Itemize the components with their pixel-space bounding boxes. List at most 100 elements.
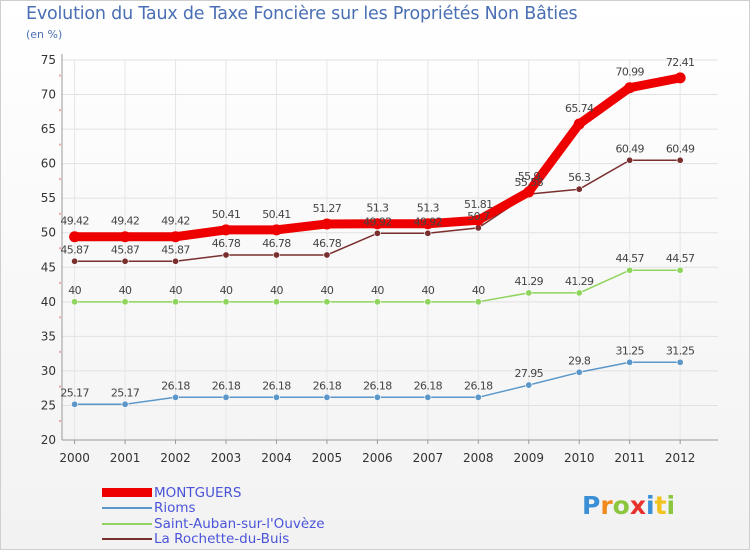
data-point-rioms-2005 [323,393,331,401]
data-point-rioms-2004 [272,393,280,401]
axis-layer: 20 25 30 35 40 45 50 55 60 65 70 75 2000 2001 2002 2003… [41,53,718,465]
data-label-saint-auban-2012: 44.57 [666,252,695,265]
data-label-montguers-2010: 65.74 [565,102,594,115]
data-label-saint-auban-2000: 40 [68,284,81,297]
x-tick-label-2008: 2008 [463,451,494,465]
data-point-montguers-2009 [523,186,535,198]
x-tick-label-2007: 2007 [413,451,444,465]
data-label-la-rochette-2002: 45.87 [161,243,190,256]
data-label-la-rochette-2000: 45.87 [60,243,89,256]
data-label-saint-auban-2010: 41.29 [565,275,594,288]
x-tick-label-2011: 2011 [614,451,645,465]
proxiti-logo: Proxiti [582,491,675,520]
data-point-la-rochette-2007 [424,229,432,237]
x-tick-label-2002: 2002 [160,451,191,465]
data-label-rioms-2007: 26.18 [414,379,443,392]
data-label-montguers-2006: 51.3 [366,202,389,215]
data-point-saint-auban-2009 [525,289,533,297]
data-point-saint-auban-2000 [71,298,79,306]
chart-subtitle: (en %) [26,28,63,41]
data-label-rioms-2010: 29.8 [568,354,591,367]
data-label-saint-auban-2006: 40 [371,284,384,297]
series-layer [69,72,686,408]
data-label-rioms-2009: 27.95 [515,367,544,380]
data-point-saint-auban-2001 [121,298,129,306]
y-tick-label-25: 25 [41,398,56,412]
data-label-la-rochette-2008: 50.7 [467,210,490,223]
data-point-saint-auban-2005 [323,298,331,306]
data-label-saint-auban-2004: 40 [270,284,283,297]
data-point-rioms-2008 [474,393,482,401]
data-label-saint-auban-2002: 40 [169,284,182,297]
data-label-saint-auban-2003: 40 [220,284,233,297]
data-label-montguers-2005: 51.27 [313,202,342,215]
data-label-montguers-2008: 51.81 [464,198,493,211]
legend-swatch-saint-auban [102,522,152,525]
legend-swatch-la-rochette [102,538,152,541]
y-tick-label-55: 55 [41,191,56,205]
legend-label-rioms: Rioms [154,500,196,517]
y-tick-label-30: 30 [41,364,56,378]
data-label-layer: 25.17 25.17 26.18 26.18 26.18 26.18 26.18 26.18… [60,56,695,399]
data-label-la-rochette-2011: 60.49 [615,142,644,155]
x-tick-label-2012: 2012 [665,451,696,465]
legend-swatch-montguers [102,488,152,498]
legend-item-la-rochette[interactable]: La Rochette-du-Buis [102,531,325,547]
data-label-montguers-2012: 72.41 [666,56,695,69]
data-point-saint-auban-2002 [172,298,180,306]
data-label-rioms-2008: 26.18 [464,379,493,392]
data-point-rioms-2000 [71,400,79,408]
data-point-saint-auban-2006 [373,298,381,306]
logo-letter: P [582,491,601,520]
data-point-la-rochette-2002 [172,257,180,265]
data-point-la-rochette-2003 [222,251,230,259]
data-point-saint-auban-2011 [626,266,634,274]
data-point-la-rochette-2011 [626,156,634,164]
data-point-la-rochette-2010 [575,185,583,193]
data-label-saint-auban-2005: 40 [321,284,334,297]
logo-letter: i [646,491,655,520]
data-point-la-rochette-2004 [272,251,280,259]
y-tick-label-60: 60 [41,157,56,171]
x-tick-label-2009: 2009 [513,451,544,465]
data-label-rioms-2000: 25.17 [60,386,89,399]
data-point-la-rochette-2006 [373,229,381,237]
data-point-la-rochette-2012 [676,156,684,164]
legend-label-saint-auban: Saint-Auban-sur-l'Ouvèze [154,515,325,532]
logo-letter: r [600,491,613,520]
x-tick-label-2001: 2001 [110,451,141,465]
data-point-la-rochette-2001 [121,257,129,265]
data-point-montguers-2002 [170,231,182,243]
data-label-la-rochette-2009: 55.58 [515,176,544,189]
legend-swatch-rioms [102,507,152,510]
y-tick-label-40: 40 [41,295,56,309]
data-point-rioms-2012 [676,358,684,366]
data-point-montguers-2008 [472,214,484,226]
data-label-montguers-2000: 49.42 [60,215,89,228]
data-label-la-rochette-2006: 49.92 [363,215,392,228]
y-tick-label-65: 65 [41,122,56,136]
y-tick-label-75: 75 [41,53,56,67]
data-label-saint-auban-2009: 41.29 [515,275,544,288]
data-label-la-rochette-2007: 49.92 [414,215,443,228]
x-tick-label-2004: 2004 [261,451,292,465]
x-tick-label-2003: 2003 [211,451,242,465]
data-label-montguers-2007: 51.3 [417,202,440,215]
data-point-montguers-2001 [119,231,131,243]
data-label-montguers-2003: 50.41 [212,208,241,221]
data-label-saint-auban-2001: 40 [119,284,132,297]
data-point-saint-auban-2012 [676,266,684,274]
data-label-montguers-2009: 55.9 [518,170,541,183]
legend-item-rioms[interactable]: Rioms [102,500,325,517]
legend-item-montguers[interactable]: MONTGUERS [102,485,325,501]
data-point-montguers-2004 [270,224,282,236]
x-tick-label-2005: 2005 [312,451,343,465]
data-label-rioms-2012: 31.25 [666,344,695,357]
x-tick-label-2010: 2010 [564,451,595,465]
data-point-rioms-2001 [121,400,129,408]
data-label-rioms-2006: 26.18 [363,379,392,392]
legend-item-saint-auban[interactable]: Saint-Auban-sur-l'Ouvèze [102,516,325,532]
data-label-la-rochette-2003: 46.78 [212,237,241,250]
data-label-montguers-2002: 49.42 [161,215,190,228]
data-point-rioms-2010 [575,368,583,376]
